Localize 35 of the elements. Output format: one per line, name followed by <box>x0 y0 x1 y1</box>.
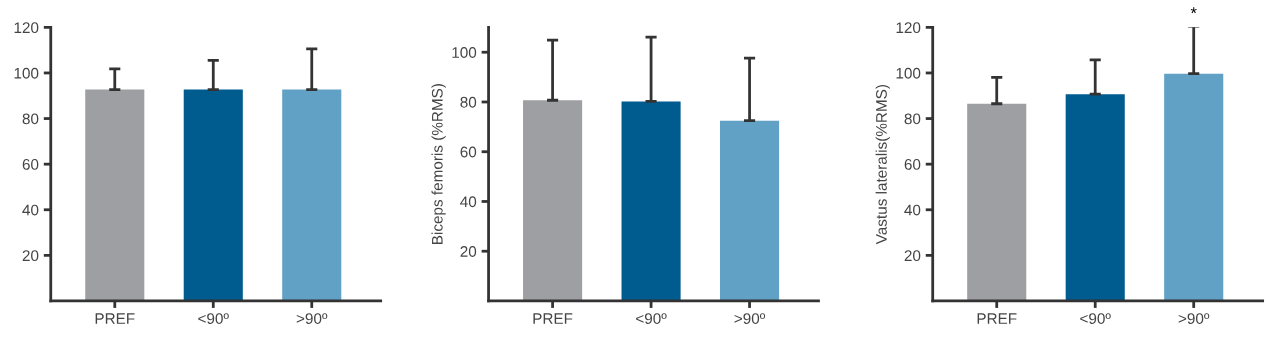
y-tick-label: 20 <box>460 246 477 257</box>
y-tick-label: 20 <box>22 250 39 262</box>
y-tick-label: 80 <box>904 113 921 125</box>
y-tick-label: 80 <box>460 96 477 108</box>
bar <box>1065 94 1125 301</box>
x-tick-label: <90º <box>198 313 229 324</box>
y-tick-label: 120 <box>14 22 39 34</box>
y-tick-label: 40 <box>22 204 39 216</box>
y-tick-label: 120 <box>896 22 921 34</box>
y-tick-label: 60 <box>22 159 39 170</box>
x-tick-label: <90º <box>1080 313 1111 324</box>
bar <box>720 120 780 301</box>
x-tick-label: PREF <box>977 313 1017 324</box>
bar <box>1164 73 1224 301</box>
annotation: * <box>1190 7 1197 14</box>
bar <box>967 103 1027 301</box>
bar <box>621 101 681 301</box>
y-tick-label: 60 <box>460 146 477 158</box>
x-tick-label: PREF <box>533 313 573 324</box>
y-tick-label: 100 <box>452 47 477 58</box>
y-tick-label: 40 <box>460 196 477 208</box>
x-tick-label: >90º <box>734 313 766 324</box>
y-axis-title: Vastus lateralis(%RMS) <box>875 85 890 245</box>
bar <box>523 100 583 301</box>
y-tick-label: 80 <box>22 113 39 125</box>
y-tick-label: 20 <box>904 250 921 262</box>
y-tick-label: 100 <box>14 67 39 79</box>
x-tick-label: >90º <box>296 313 328 324</box>
x-tick-label: >90º <box>1178 313 1210 324</box>
x-tick-label: <90º <box>636 313 667 324</box>
y-tick-label: 60 <box>904 159 921 170</box>
y-tick-label: 40 <box>904 204 921 216</box>
y-tick-label: 100 <box>896 67 921 79</box>
x-tick-label: PREF <box>95 313 135 324</box>
y-axis-title: Biceps femoris (%RMS) <box>431 84 446 244</box>
